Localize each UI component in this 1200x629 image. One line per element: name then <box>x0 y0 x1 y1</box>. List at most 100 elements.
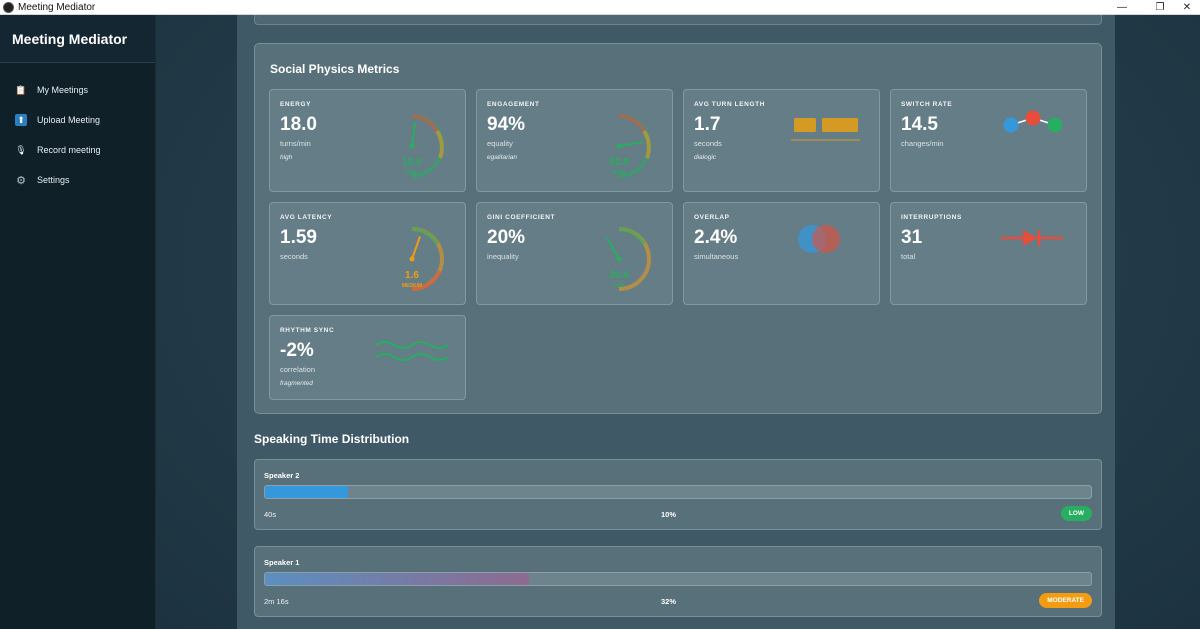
app-icon <box>3 1 14 13</box>
speaker-percent: 32% <box>661 597 677 606</box>
tile-unit: inequality <box>487 252 519 261</box>
speaking-bar-track <box>264 572 1092 586</box>
tile-desc: egalitarian <box>487 154 517 161</box>
minimize-button[interactable]: — <box>1117 2 1127 13</box>
tile-unit: total <box>901 252 916 261</box>
gauge-needle <box>606 237 620 260</box>
gear-icon: ⚙ <box>16 174 26 187</box>
avg-turn-length-tile: AVG TURN LENGTH 1.7 seconds dialogic <box>683 89 880 192</box>
social-physics-metrics-card: Social Physics Metrics ENERGY 18.0 turns… <box>254 43 1102 414</box>
gauge-needle <box>411 236 421 260</box>
main-content[interactable]: Social Physics Metrics ENERGY 18.0 turns… <box>157 15 1200 629</box>
latency-gauge: 1.6 MEDIUM <box>402 227 444 292</box>
tile-unit: simultaneous <box>694 252 739 261</box>
tile-label: AVG LATENCY <box>280 214 333 221</box>
speaker-time: 2m 16s <box>264 597 289 606</box>
speaking-bar-track <box>264 485 1092 499</box>
gauge-value: 18.0 <box>402 157 422 168</box>
tile-value: 14.5 <box>901 114 938 135</box>
close-button[interactable]: ✕ <box>1182 2 1192 13</box>
status-badge: MODERATE <box>1039 593 1092 608</box>
speaking-time-title: Speaking Time Distribution <box>254 432 410 446</box>
tile-label: ENERGY <box>280 101 312 108</box>
tile-label: ENGAGEMENT <box>487 101 540 108</box>
energy-tile: ENERGY 18.0 turns/min high 18.0 HIGH <box>269 89 466 192</box>
wave-icon <box>375 341 449 361</box>
gauge-level: HIGH <box>406 170 419 176</box>
sidebar-item-settings[interactable]: ⚙ Settings <box>0 165 155 195</box>
gini-coefficient-tile: GINI COEFFICIENT 20% inequality 20.0 LOW <box>476 202 673 305</box>
gauge-needle <box>618 141 643 147</box>
gauge-pivot <box>616 143 622 149</box>
tile-desc: high <box>280 154 293 161</box>
clipboard-icon: 📋 <box>15 84 27 95</box>
previous-card <box>254 15 1102 25</box>
tile-label: RHYTHM SYNC <box>280 327 335 334</box>
tile-unit: turns/min <box>280 139 311 148</box>
tile-value: 31 <box>901 227 923 248</box>
tile-unit: equality <box>487 139 513 148</box>
gauge-level: HIGH <box>613 170 626 176</box>
speaker-time: 40s <box>264 510 277 519</box>
interruption-icon <box>1001 230 1063 246</box>
gauge-level: LOW <box>613 283 625 289</box>
metrics-title: Social Physics Metrics <box>270 62 400 76</box>
speaking-bar-fill <box>265 573 530 585</box>
switch-rate-tile: SWITCH RATE 14.5 changes/min <box>890 89 1087 192</box>
tile-unit: seconds <box>694 139 722 148</box>
tile-desc: fragmented <box>280 380 313 387</box>
window-titlebar: Meeting Mediator — ❐ ✕ <box>0 0 1200 15</box>
status-badge: LOW <box>1060 506 1092 521</box>
microphone-icon: 🎙 <box>15 144 27 155</box>
speaker-name: Speaker 1 <box>264 558 300 567</box>
tile-unit: correlation <box>280 365 316 374</box>
gauge-needle <box>411 122 417 147</box>
gauge-pivot <box>409 143 415 149</box>
tile-value: 20% <box>487 227 526 248</box>
tile-label: OVERLAP <box>694 214 730 221</box>
tile-value: 94% <box>487 114 526 135</box>
speaking-bar-fill <box>265 486 348 498</box>
sidebar-item-record-meeting[interactable]: 🎙 Record meeting <box>0 135 155 165</box>
tile-unit: changes/min <box>901 139 944 148</box>
brand-title: Meeting Mediator <box>0 15 155 63</box>
sidebar-item-upload-meeting[interactable]: ⬆ Upload Meeting <box>0 105 155 135</box>
engagement-gauge: 93.9 HIGH <box>609 114 651 178</box>
tile-value: -2% <box>280 340 314 361</box>
gauge-value: 93.9 <box>609 157 629 168</box>
tile-label: GINI COEFFICIENT <box>487 214 556 221</box>
engagement-tile: ENGAGEMENT 94% equality egalitarian 93.9… <box>476 89 673 192</box>
gauge-level: MEDIUM <box>402 283 422 289</box>
gauge-value: 1.6 <box>405 270 419 281</box>
switch-network-icon <box>1003 110 1063 133</box>
tile-desc: dialogic <box>694 154 717 161</box>
turn-blocks-icon <box>791 118 860 141</box>
tile-value: 1.7 <box>694 114 721 135</box>
tile-label: SWITCH RATE <box>901 101 953 108</box>
tile-value: 1.59 <box>280 227 317 248</box>
energy-gauge: 18.0 HIGH <box>402 114 444 178</box>
sidebar-nav: 📋 My Meetings ⬆ Upload Meeting 🎙 Record … <box>0 75 155 195</box>
speaker-card: Speaker 2 40s 10% LOW <box>254 459 1102 530</box>
overlap-tile: OVERLAP 2.4% simultaneous <box>683 202 880 305</box>
speaker-name: Speaker 2 <box>264 471 300 480</box>
sidebar: Meeting Mediator 📋 My Meetings ⬆ Upload … <box>0 15 156 629</box>
tile-value: 2.4% <box>694 227 738 248</box>
window-title: Meeting Mediator <box>18 1 96 13</box>
sidebar-item-label: My Meetings <box>37 85 89 95</box>
sidebar-item-my-meetings[interactable]: 📋 My Meetings <box>0 75 155 105</box>
gauge-value: 20.0 <box>609 270 629 281</box>
upload-icon: ⬆ <box>15 114 27 126</box>
overlap-venn-icon <box>798 225 840 253</box>
tile-value: 18.0 <box>280 114 317 135</box>
sidebar-item-label: Record meeting <box>37 145 101 155</box>
tile-unit: seconds <box>280 252 308 261</box>
tile-label: INTERRUPTIONS <box>901 214 962 221</box>
restore-button[interactable]: ❐ <box>1155 2 1165 13</box>
gauge-pivot <box>616 256 622 262</box>
speaker-card: Speaker 1 2m 16s 32% MODERATE <box>254 546 1102 617</box>
rhythm-sync-tile: RHYTHM SYNC -2% correlation fragmented <box>269 315 466 400</box>
avg-latency-tile: AVG LATENCY 1.59 seconds 1.6 MEDIUM <box>269 202 466 305</box>
tile-label: AVG TURN LENGTH <box>694 101 765 108</box>
gini-gauge: 20.0 LOW <box>606 227 651 291</box>
